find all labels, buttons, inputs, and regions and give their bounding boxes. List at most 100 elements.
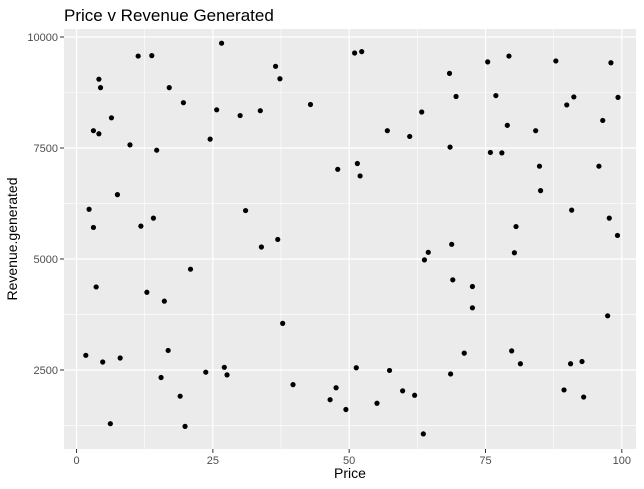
data-point [453, 93, 459, 100]
data-point [135, 53, 141, 59]
data-point [605, 313, 611, 319]
minor-gridlines [64, 29, 636, 449]
x-tick-label: 100 [613, 455, 631, 467]
data-point [359, 49, 365, 55]
data-point [386, 367, 393, 374]
data-point [485, 59, 491, 65]
data-point [446, 70, 453, 76]
data-point [499, 150, 505, 156]
data-point [108, 115, 115, 121]
data-point [150, 215, 157, 221]
data-point [161, 298, 167, 304]
data-point [374, 400, 380, 406]
data-point [290, 382, 296, 388]
x-tick-label: 25 [207, 455, 219, 467]
data-point [90, 224, 97, 231]
x-axis-title: Price [334, 465, 366, 481]
data-point [280, 320, 286, 326]
data-point [277, 76, 283, 82]
data-point [450, 277, 456, 283]
data-point [412, 392, 418, 398]
data-points [83, 40, 621, 437]
data-point [218, 40, 225, 46]
data-point [600, 117, 606, 124]
data-point [608, 60, 614, 66]
y-tick-label: 2500 [34, 365, 58, 377]
data-point [469, 305, 476, 311]
data-point [237, 112, 243, 119]
data-point [449, 241, 455, 247]
data-point [221, 364, 227, 370]
data-point [504, 122, 510, 128]
data-point [421, 257, 428, 263]
data-point [606, 215, 612, 221]
data-point [207, 136, 213, 142]
data-point [224, 372, 230, 378]
data-point [96, 76, 102, 82]
data-point [83, 352, 89, 358]
y-axis-title: Revenue.generated [4, 178, 20, 301]
data-point [180, 100, 187, 106]
data-point [107, 421, 113, 427]
data-point [579, 358, 585, 365]
data-point [469, 283, 476, 290]
data-point [214, 107, 220, 113]
data-point [117, 355, 123, 361]
data-point [407, 133, 413, 140]
data-point [536, 163, 543, 169]
data-point [533, 128, 539, 134]
data-point [96, 131, 102, 137]
y-tick-label: 5000 [34, 254, 58, 266]
data-point [357, 173, 363, 179]
data-point [307, 101, 314, 108]
data-point [537, 188, 544, 194]
data-point [352, 50, 358, 56]
data-point [425, 249, 431, 255]
data-point [158, 374, 164, 381]
data-point [461, 350, 467, 356]
data-point [242, 207, 249, 214]
data-point [506, 53, 512, 59]
data-point [257, 108, 263, 114]
data-point [400, 388, 406, 394]
data-point [333, 385, 339, 391]
data-point [144, 289, 150, 295]
data-point [614, 232, 621, 239]
data-point [420, 431, 426, 437]
data-point [327, 397, 333, 403]
y-tick-label: 10000 [27, 32, 58, 44]
data-point [511, 250, 518, 256]
y-tick-label: 7500 [34, 143, 58, 155]
data-point [93, 284, 99, 290]
data-point [97, 85, 104, 91]
data-point [353, 365, 359, 371]
data-point [166, 85, 172, 91]
data-point [258, 244, 264, 250]
data-point [149, 53, 155, 59]
data-point [275, 236, 281, 243]
data-point [343, 406, 349, 413]
data-point [564, 102, 570, 108]
data-point [447, 144, 453, 150]
x-tick-label: 0 [73, 455, 79, 467]
data-point [165, 347, 171, 354]
chart-title: Price v Revenue Generated [64, 6, 274, 25]
data-point [581, 394, 587, 400]
data-point [272, 63, 279, 69]
data-point [90, 128, 97, 134]
data-point [335, 166, 341, 172]
data-point [596, 163, 602, 169]
data-point [553, 58, 559, 64]
data-point [509, 348, 515, 354]
data-point [569, 207, 575, 213]
data-point [487, 149, 494, 156]
data-point [177, 393, 183, 399]
data-point [567, 361, 574, 367]
data-point [100, 359, 106, 365]
data-point [127, 142, 133, 148]
x-tick-label: 50 [343, 455, 355, 467]
data-point [114, 192, 121, 198]
data-point [86, 206, 92, 212]
data-point [182, 423, 188, 429]
data-point [384, 128, 390, 134]
